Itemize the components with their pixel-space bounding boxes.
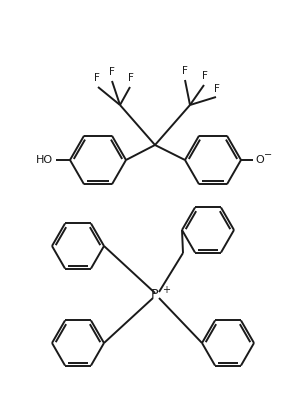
- Text: HO: HO: [36, 155, 53, 165]
- Text: F: F: [182, 66, 188, 76]
- Text: F: F: [94, 73, 100, 83]
- Text: F: F: [214, 84, 220, 94]
- Text: −: −: [264, 150, 272, 160]
- Text: O: O: [255, 155, 264, 165]
- Text: P: P: [151, 288, 159, 302]
- Text: F: F: [128, 73, 134, 83]
- Text: +: +: [162, 285, 170, 295]
- Text: F: F: [109, 67, 115, 77]
- Text: F: F: [202, 71, 208, 81]
